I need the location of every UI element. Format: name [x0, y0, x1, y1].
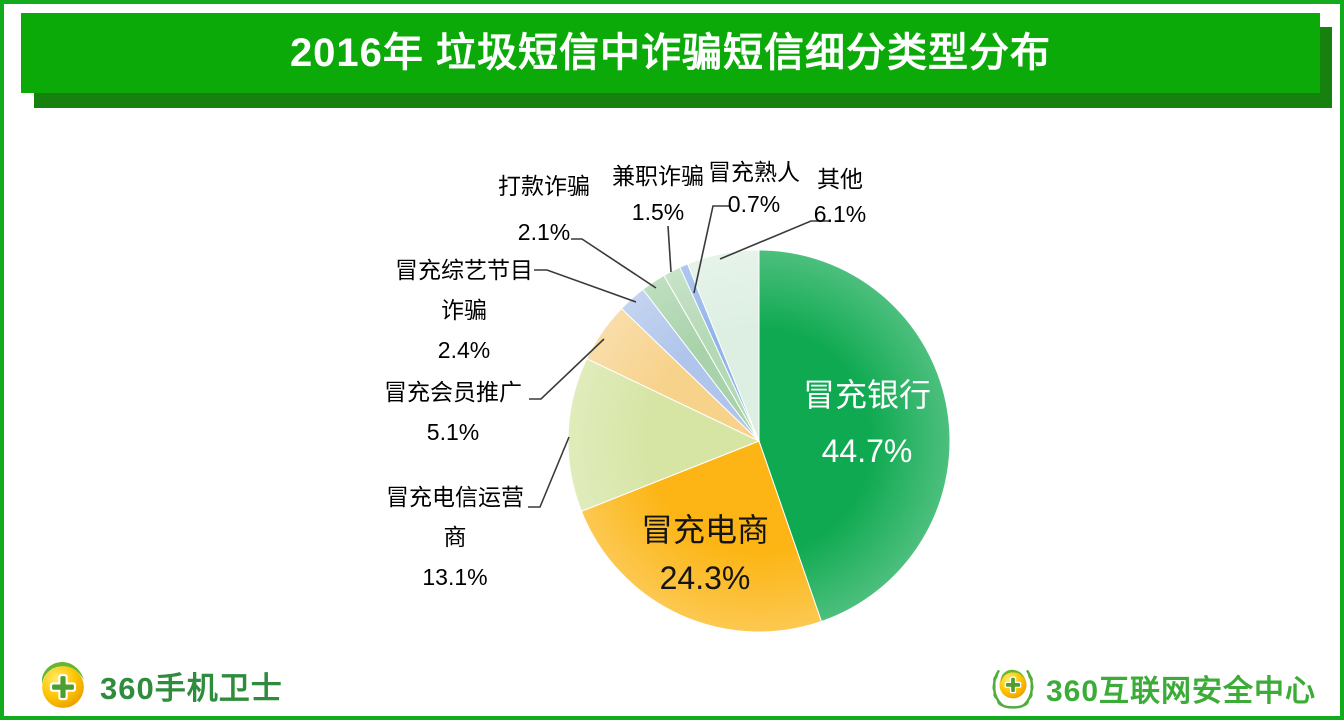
pie-label-telecom-operator: 冒充电信运营商 13.1% [379, 477, 531, 597]
pie-label-parttime-scam: 兼职诈骗 1.5% [578, 158, 738, 230]
laurel-wreath-360-icon [992, 669, 1034, 709]
leader-lines [528, 205, 830, 508]
360-cross-ball-icon [41, 662, 84, 708]
brand-text-mobile-guard: 360手机卫士 [100, 670, 283, 706]
pie-label-acquaintance: 冒充熟人 0.7% [674, 156, 834, 220]
pie-label-text: 冒充电商 [640, 512, 769, 548]
brand-text-security-center: 360互联网安全中心 [1046, 675, 1317, 708]
pie-label-text: 冒充银行 [802, 377, 931, 413]
leader-line-5 [529, 338, 605, 400]
leader-line-4 [534, 269, 637, 303]
pie-label-pct: 44.7% [821, 433, 913, 469]
pie-label-text: 打款诈骗 [498, 173, 590, 199]
pie-label-pct: 24.3% [659, 560, 751, 596]
page-title: 2016年 垃圾短信中诈骗短信细分类型分布 [289, 31, 1052, 75]
leader-line-1 [667, 225, 672, 273]
pie-label-ecommerce: 冒充电商 24.3% [575, 506, 835, 602]
pie-label-other: 其他 6.1% [760, 162, 920, 232]
pie-rim-highlight [568, 250, 950, 632]
pie-label-pct: 2.1% [517, 219, 571, 245]
pie-label-variety-show-scam: 冒充综艺节目诈骗 2.4% [388, 250, 540, 370]
leader-line-0 [571, 238, 657, 289]
pie-label-membership-promo: 冒充会员推广 5.1% [377, 372, 529, 452]
pie-label-bank: 冒充银行 44.7% [737, 367, 997, 479]
pie-label-pct: 1.5% [631, 199, 685, 225]
pie-label-pct: 13.1% [422, 564, 488, 590]
logo-360-mobile-guard: 360手机卫士 [38, 660, 283, 710]
leader-line-6 [528, 436, 570, 508]
leader-line-2 [693, 205, 731, 294]
pie-label-pct: 5.1% [426, 419, 480, 445]
pie-label-text: 冒充电信运营商 [386, 484, 524, 550]
leader-line-3 [719, 220, 830, 260]
pie-label-text: 兼职诈骗 [612, 163, 704, 189]
pie-label-text: 其他 [817, 166, 863, 192]
pie-label-pct: 0.7% [727, 191, 781, 217]
pie-label-text: 冒充综艺节目诈骗 [395, 257, 533, 323]
pie-label-text: 冒充熟人 [708, 159, 800, 185]
pie-label-payment-scam: 打款诈骗 2.1% [464, 163, 624, 255]
logo-360-internet-security-center: 360互联网安全中心 [988, 663, 1316, 713]
pie-label-text: 冒充会员推广 [384, 379, 522, 405]
pie-label-pct: 2.4% [437, 337, 491, 363]
title-banner: 2016年 垃圾短信中诈骗短信细分类型分布 [21, 13, 1320, 93]
pie-label-pct: 6.1% [813, 201, 867, 227]
